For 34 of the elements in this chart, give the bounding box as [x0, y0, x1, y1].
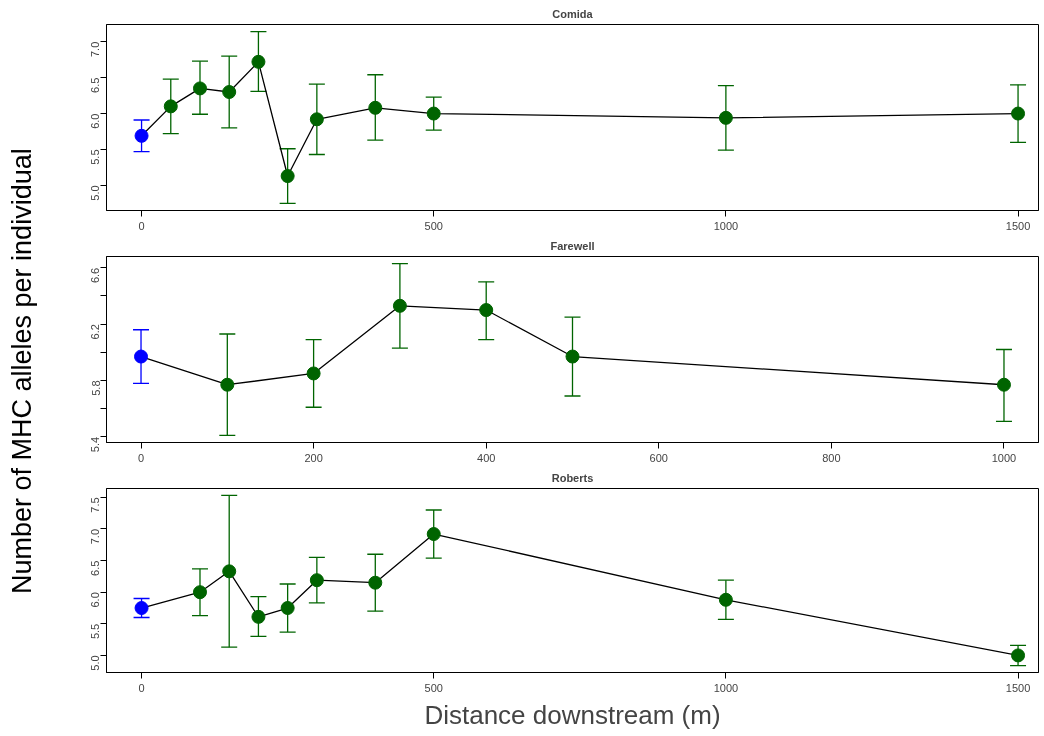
- x-tick-label: 1000: [991, 451, 1017, 464]
- x-tick-label: 800: [822, 451, 841, 464]
- y-tick-label: 6.0: [89, 113, 102, 129]
- x-axis-title: Distance downstream (m): [424, 699, 721, 730]
- x-tick-label: 0: [137, 451, 145, 464]
- x-tick-label: 1000: [713, 681, 739, 694]
- x-tick-label: 600: [649, 451, 668, 464]
- y-tick-label: 5.0: [89, 185, 102, 201]
- x-tick-label: 1000: [713, 219, 739, 232]
- chart-title: Roberts: [551, 471, 594, 484]
- y-axis-title: Number of MHC alleles per individual: [5, 148, 38, 594]
- y-tick-label: 6.2: [89, 324, 102, 340]
- x-tick-label: 400: [477, 451, 496, 464]
- y-tick-label: 5.8: [89, 380, 102, 396]
- x-tick-label: 0: [138, 681, 145, 694]
- y-tick-label: 5.5: [89, 149, 102, 165]
- chart-title: Farewell: [550, 239, 595, 252]
- x-tick-label: 1500: [1005, 681, 1031, 694]
- y-tick-label: 7.0: [89, 528, 102, 545]
- y-tick-label: 5.0: [89, 655, 102, 671]
- x-tick-label: 500: [424, 219, 443, 232]
- y-tick-label: 6.5: [89, 560, 102, 576]
- chart-title: Comida: [552, 7, 594, 20]
- y-tick-label: 5.4: [89, 436, 102, 453]
- y-tick-label: 6.0: [89, 592, 102, 608]
- y-tick-label: 5.5: [89, 623, 102, 640]
- y-tick-label: 7.0: [89, 41, 102, 58]
- x-tick-label: 1500: [1005, 219, 1031, 232]
- y-tick-label: 7.5: [89, 497, 102, 513]
- x-tick-label: 500: [424, 681, 443, 694]
- x-tick-label: 0: [138, 219, 145, 232]
- y-tick-label: 6.5: [89, 77, 102, 93]
- y-tick-label: 6.6: [89, 267, 102, 284]
- x-tick-label: 200: [304, 451, 323, 464]
